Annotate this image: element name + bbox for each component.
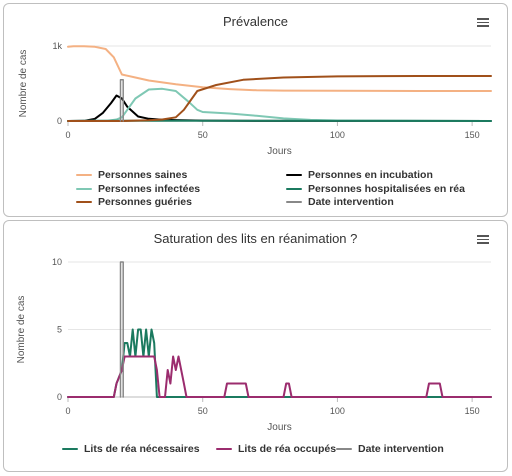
legend-label: Personnes hospitalisées en réa [308, 182, 465, 195]
legend-label: Personnes infectées [98, 182, 201, 195]
x-tick-label: 50 [198, 406, 208, 416]
x-tick-label: 100 [330, 406, 345, 416]
legend-item-personnes-infectees[interactable]: Personnes infectées [76, 183, 200, 195]
saturation-panel: Saturation des lits en réanimation ? 0 5 1… [3, 220, 508, 472]
legend-item-date-intervention[interactable]: Date intervention [336, 443, 444, 455]
legend-label: Personnes en incubation [308, 169, 433, 181]
legend-swatch [336, 448, 352, 450]
legend-swatch [62, 448, 78, 450]
legend-item-lits-de-rea-occupes[interactable]: Lits de réa occupés [216, 443, 336, 455]
series-line-personnes-saines[interactable] [67, 45, 492, 92]
y-tick-label: 1k [52, 41, 62, 51]
x-tick-label: 0 [65, 406, 70, 416]
prevalence-chart: 0 1k 0 50 100 150 Jours Nombre de cas [18, 41, 492, 157]
x-tick-label: 0 [65, 130, 70, 140]
legend-swatch [286, 201, 302, 203]
y-tick-label: 10 [52, 257, 62, 267]
y-axis-title: Nombre de cas [18, 50, 29, 118]
legend-swatch [76, 201, 92, 203]
x-axis-title: Jours [267, 146, 291, 157]
series-line-personnes-infectees[interactable] [67, 87, 492, 122]
legend-swatch [286, 187, 302, 190]
legend-label: Personnes guéries [98, 196, 192, 208]
legend-label: Lits de réa nécessaires [84, 443, 200, 455]
legend-label: Personnes saines [98, 169, 188, 181]
legend-label: Lits de réa occupés [238, 443, 337, 455]
x-tick-label: 150 [465, 406, 480, 416]
legend-item-lits-de-rea-necessaires[interactable]: Lits de réa nécessaires [62, 443, 200, 455]
x-tick-label: 100 [330, 130, 345, 140]
series-line-personnes-gueries[interactable] [67, 75, 492, 122]
legend-swatch [216, 448, 232, 450]
series-line-date-intervention[interactable] [119, 79, 124, 122]
hamburger-menu-icon[interactable] [477, 18, 489, 27]
x-axis-title: Jours [267, 422, 291, 433]
chart-title: Prévalence [222, 14, 289, 29]
y-tick-label: 5 [57, 325, 62, 335]
legend-item-date-intervention[interactable]: Date intervention [286, 196, 394, 208]
y-tick-label: 0 [57, 116, 62, 126]
legend-item-personnes-hospitalisees-en-rea[interactable]: Personnes hospitalisées en réa [286, 183, 465, 195]
legend-item-personnes-gueries[interactable]: Personnes guéries [76, 196, 192, 208]
y-axis-title: Nombre de cas [16, 296, 27, 364]
prevalence-panel: Prévalence 0 1k 0 50 100 150 Jours Nombre de ca… [3, 3, 508, 217]
legend-label: Date intervention [308, 196, 394, 208]
legend-item-personnes-en-incubation[interactable]: Personnes en incubation [286, 169, 433, 181]
x-tick-label: 150 [465, 130, 480, 140]
series-line-date-intervention[interactable] [119, 261, 124, 398]
legend-label: Date intervention [358, 443, 444, 455]
series-line-lits-de-rea-occupes[interactable] [67, 355, 492, 398]
y-tick-label: 0 [57, 392, 62, 402]
legend-swatch [76, 187, 92, 190]
chart-title: Saturation des lits en réanimation ? [153, 231, 358, 246]
hamburger-menu-icon[interactable] [477, 235, 489, 244]
legend-item-personnes-saines[interactable]: Personnes saines [76, 169, 187, 181]
legend-swatch [286, 174, 302, 176]
x-tick-label: 50 [198, 130, 208, 140]
legend-swatch [76, 174, 92, 176]
